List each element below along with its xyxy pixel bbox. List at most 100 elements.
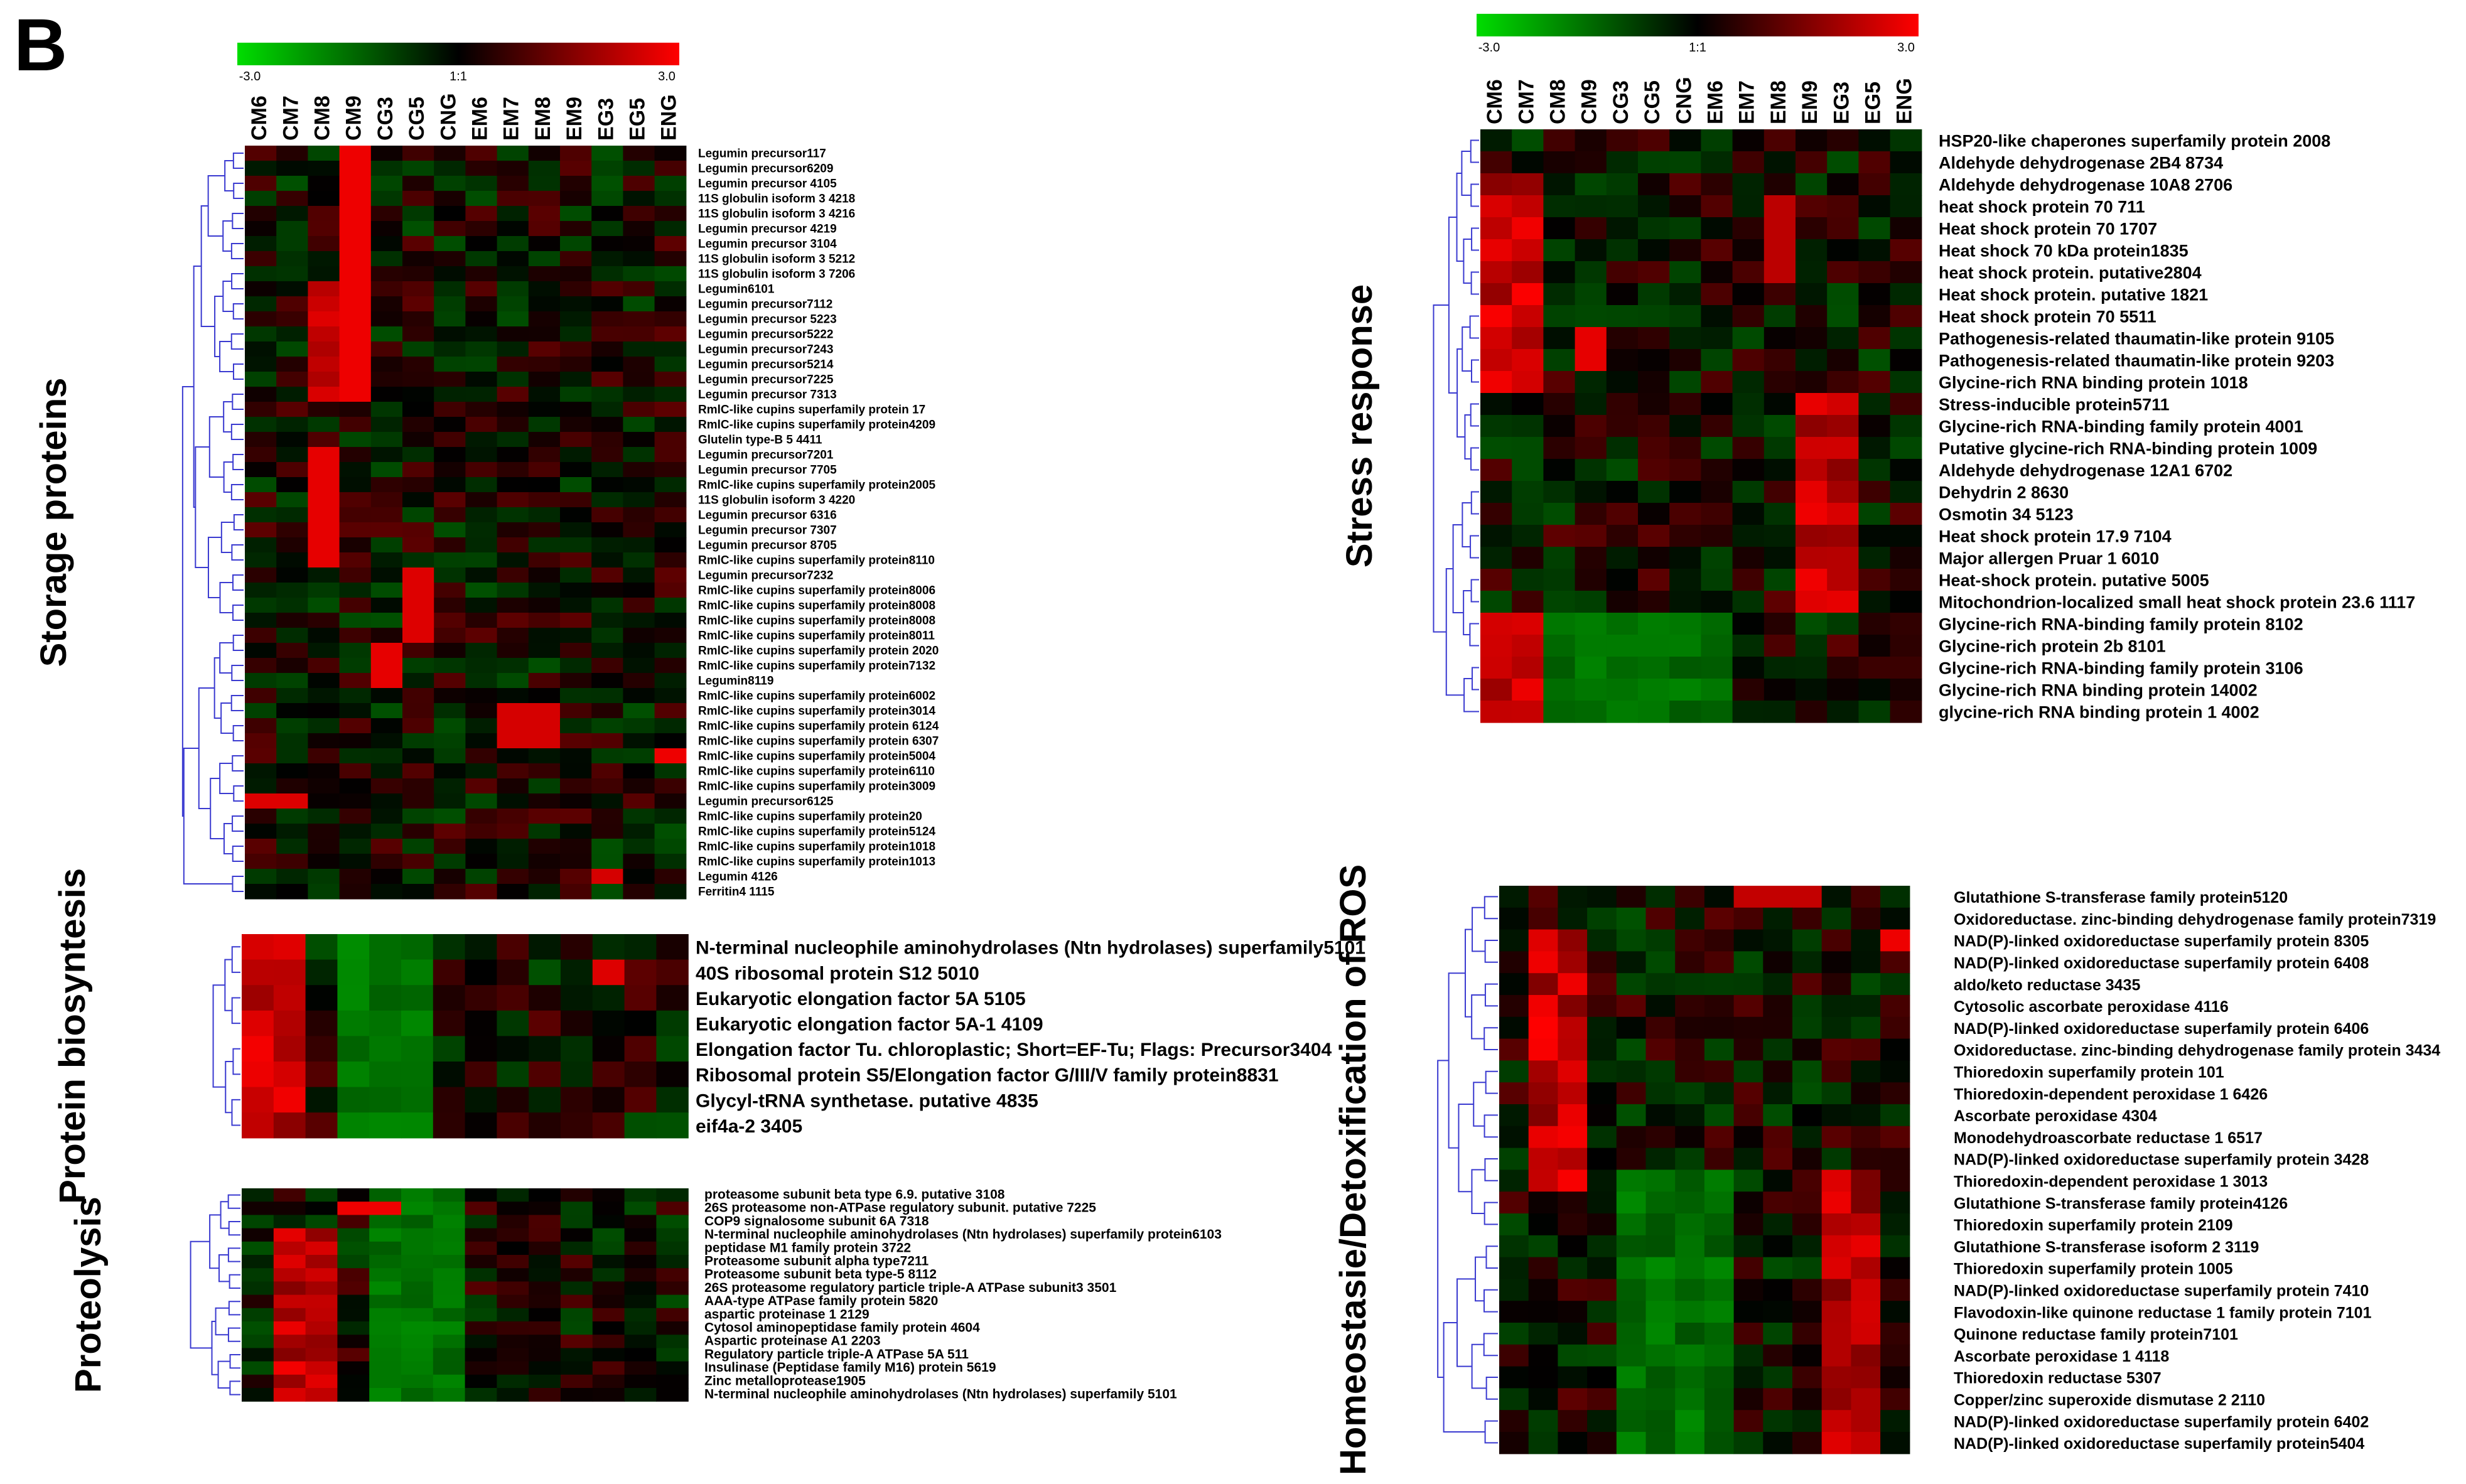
row-label: Oxidoreductase. zinc-binding dehydrogena… (1954, 1042, 2440, 1060)
heatmap-cell (1558, 1235, 1588, 1258)
heatmap-cell (339, 688, 372, 704)
heatmap-cell (465, 447, 498, 463)
dendrogram-branch (1448, 217, 1458, 394)
heatmap-cell (1675, 1366, 1705, 1389)
heatmap-cell (560, 839, 592, 854)
heatmap-cell (402, 598, 434, 613)
heatmap-cell (1645, 1038, 1676, 1061)
heatmap-cell (1763, 1082, 1793, 1105)
heatmap-cell (465, 1202, 497, 1215)
heatmap-cell (434, 311, 466, 327)
heatmap-cell (465, 522, 498, 538)
heatmap-cell (560, 567, 592, 583)
heatmap-cell (1792, 1388, 1823, 1411)
heatmap-cell (465, 793, 498, 809)
heatmap-cell (245, 357, 277, 372)
heatmap-cell (1821, 1016, 1851, 1040)
heatmap-cell (433, 1202, 466, 1215)
heatmap-cell (1543, 613, 1576, 635)
heatmap-cell (465, 537, 498, 553)
heatmap-cell (654, 658, 687, 674)
heatmap-cell (528, 341, 561, 357)
heatmap-cell (369, 1062, 402, 1088)
heatmap-cell (370, 839, 403, 854)
heatmap-cell (1669, 239, 1701, 262)
heatmap-cell (1733, 907, 1763, 930)
heatmap-cell (370, 793, 403, 809)
heatmap-cell (369, 1361, 402, 1375)
heatmap-cell (654, 146, 687, 161)
heatmap-cell (497, 673, 529, 689)
heatmap-cell (1606, 415, 1639, 438)
heatmap-cell (276, 402, 308, 417)
heatmap-cell (528, 839, 561, 854)
heatmap-cell (1558, 1148, 1588, 1170)
heatmap-cell (1512, 481, 1544, 503)
heatmap-cell (308, 266, 340, 282)
heatmap-cell (560, 417, 592, 433)
dendrogram-branch (230, 424, 244, 440)
heatmap-cell (1851, 1169, 1881, 1192)
heatmap-cell (434, 884, 466, 900)
heatmap-cell (528, 221, 561, 237)
heatmap-cell (1858, 481, 1891, 503)
heatmap-cell (1616, 1169, 1647, 1192)
heatmap-cell (337, 1241, 370, 1255)
heatmap-cell (369, 934, 402, 960)
heatmap-cell (245, 763, 277, 779)
heatmap-cell (1733, 1235, 1763, 1258)
heatmap-cell (528, 387, 561, 402)
dendrogram-branch (223, 823, 233, 854)
heatmap-cell (1792, 1016, 1823, 1040)
heatmap-cell (1890, 701, 1922, 723)
dendrogram-branch (1448, 972, 1466, 1149)
heatmap-cell (1675, 1388, 1705, 1411)
heatmap-cell (497, 688, 529, 704)
heatmap-cell (465, 1294, 497, 1309)
heatmap-cell (434, 718, 466, 734)
row-label: Ascorbate peroxidase 4304 (1954, 1107, 2157, 1125)
heatmap-cell (1851, 973, 1881, 996)
heatmap-cell (1821, 1279, 1851, 1301)
heatmap-cell (560, 793, 592, 809)
heatmap-cell (624, 1388, 657, 1402)
heatmap-cell (273, 1062, 306, 1088)
dendrogram-branch (1484, 983, 1498, 1007)
heatmap-cell (434, 236, 466, 252)
heatmap-cell (1638, 503, 1670, 525)
heatmap-cell (339, 537, 372, 553)
heatmap-cell (591, 628, 623, 643)
heatmap-cell (529, 1348, 561, 1362)
heatmap-cell (1512, 547, 1544, 569)
heatmap-panels: CM6 CM7 CM8 CM9 CG3 CG5 CNG EM6 EM7 EM8 EM9 EG3 EG5 E… (33, 77, 2440, 1475)
heatmap-cell (1890, 547, 1922, 569)
heatmap-cell (276, 326, 308, 342)
heatmap-cell (434, 341, 466, 357)
dendrogram-branch (1483, 1202, 1498, 1225)
heatmap-cell (1827, 129, 1859, 152)
heatmap-cell (1638, 129, 1670, 152)
heatmap-cell (624, 1228, 657, 1242)
dendrogram-branch (1484, 1158, 1498, 1181)
row-label: Legumin precursor 5223 (698, 313, 837, 326)
heatmap-cell (1858, 701, 1891, 723)
heatmap-cell (1675, 1016, 1705, 1040)
heatmap-cell (1858, 327, 1891, 350)
heatmap-cell (528, 718, 561, 734)
row-label: Legumin precursor 4219 (698, 223, 837, 236)
heatmap-cell (245, 507, 277, 523)
heatmap-cell (339, 628, 372, 643)
heatmap-cell (560, 161, 592, 176)
heatmap-cell (1587, 1323, 1617, 1345)
heatmap-cell (1616, 1104, 1647, 1127)
heatmap-cell (497, 959, 529, 986)
heatmap-cell (497, 161, 529, 176)
heatmap-cell (1675, 907, 1705, 930)
heatmap-cell (1704, 1038, 1735, 1061)
heatmap-cell (591, 281, 623, 297)
heatmap-cell (528, 176, 561, 191)
heatmap-cell (1704, 929, 1735, 952)
heatmap-cell (1733, 995, 1763, 1018)
heatmap-cell (434, 733, 466, 749)
dendrogram-branch (232, 454, 244, 470)
